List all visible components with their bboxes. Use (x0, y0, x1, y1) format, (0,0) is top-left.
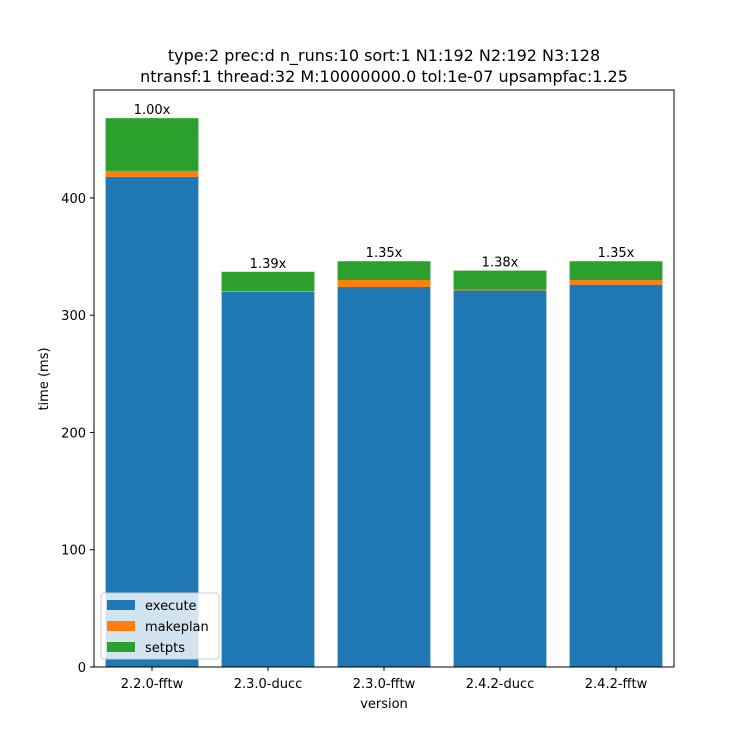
legend-label-setpts: setpts (145, 641, 185, 656)
bar-makeplan-2.4.2-fftw (569, 279, 663, 285)
x-tick-label-2.3.0-fftw: 2.3.0-fftw (353, 677, 416, 692)
y-tick-label-100: 100 (61, 544, 86, 559)
bar-makeplan-2.3.0-fftw (337, 279, 431, 288)
x-axis-label: version (360, 697, 408, 712)
y-tick-label-200: 200 (61, 426, 86, 441)
x-tick-label-2.4.2-fftw: 2.4.2-fftw (585, 677, 648, 692)
legend-swatch-setpts (107, 642, 135, 652)
y-tick-label-300: 300 (61, 309, 86, 324)
axes-frame (93, 89, 675, 668)
chart-title-line-1: type:2 prec:d n_runs:10 sort:1 N1:192 N2… (168, 46, 600, 66)
chart-title-line-2: ntransf:1 thread:32 M:10000000.0 tol:1e-… (140, 67, 628, 86)
bar-setpts-2.4.2-fftw (569, 261, 663, 280)
legend-swatch-makeplan (107, 621, 135, 631)
x-tick-label-2.2.0-fftw: 2.2.0-fftw (121, 677, 184, 692)
bar-execute-2.3.0-fftw (337, 287, 431, 667)
bar-label-2.4.2-ducc: 1.38x (482, 256, 519, 271)
bar-setpts-2.3.0-fftw (337, 261, 431, 280)
bar-execute-2.4.2-ducc (453, 290, 547, 667)
bar-label-2.3.0-fftw: 1.35x (366, 246, 403, 261)
bar-makeplan-2.4.2-ducc (453, 289, 547, 291)
bar-label-2.2.0-fftw: 1.00x (134, 103, 171, 118)
plot-area: 1.00x 2.2.0-fftw 1.39x 2.3.0-ducc 1.35x 2.3.0… (61, 89, 675, 692)
x-tick-label-2.3.0-ducc: 2.3.0-ducc (234, 677, 303, 692)
bar-execute-2.4.2-fftw (569, 284, 663, 667)
bar-makeplan-2.2.0-fftw (105, 170, 199, 177)
bar-makeplan-2.3.0-ducc (221, 291, 315, 292)
bar-execute-2.3.0-ducc (221, 291, 315, 667)
y-tick-label-400: 400 (61, 192, 86, 207)
legend-swatch-execute (107, 600, 135, 610)
legend-label-makeplan: makeplan (145, 620, 209, 635)
bar-label-2.3.0-ducc: 1.39x (250, 257, 287, 272)
x-tick-label-2.4.2-ducc: 2.4.2-ducc (466, 677, 535, 692)
y-axis-label: time (ms) (37, 347, 52, 410)
y-tick-label-0: 0 (78, 661, 86, 676)
bar-label-2.4.2-fftw: 1.35x (598, 246, 635, 261)
bar-setpts-2.2.0-fftw (105, 118, 199, 171)
bar-setpts-2.4.2-ducc (453, 270, 547, 290)
bar-execute-2.2.0-fftw (105, 176, 199, 667)
legend-label-execute: execute (145, 599, 197, 614)
bar-setpts-2.3.0-ducc (221, 271, 315, 292)
